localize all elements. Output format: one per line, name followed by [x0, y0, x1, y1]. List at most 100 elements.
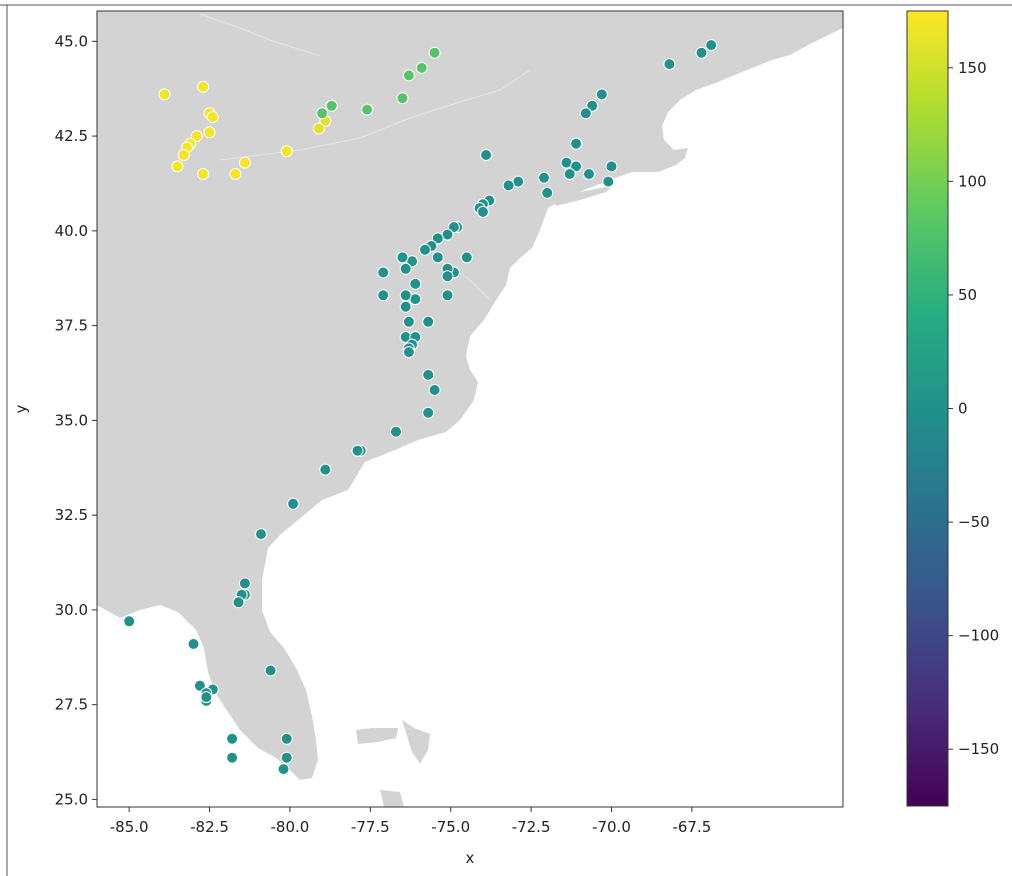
scatter-point-10 — [171, 160, 184, 173]
x-tick-label: -85.0 — [110, 818, 149, 836]
land-mainland — [97, 11, 843, 780]
scatter-point-29 — [579, 107, 592, 120]
scatter-point-80 — [319, 463, 332, 476]
x-tick-label: -77.5 — [351, 818, 390, 836]
scatter-point-18 — [325, 99, 338, 112]
scatter-point-53 — [396, 251, 409, 264]
x-tick-label: -82.5 — [190, 818, 229, 836]
points-layer — [123, 39, 718, 776]
scatter-point-82 — [255, 528, 267, 541]
scatter-point-98 — [280, 751, 293, 764]
colorbar-tick-label: −50 — [958, 513, 990, 531]
x-tick-label: -72.5 — [512, 818, 551, 836]
border-line-1 — [199, 13, 321, 57]
scatter-point-73 — [402, 346, 415, 359]
y-axis: 25.0 27.5 30.0 32.5 35.0 37.5 40.0 42.5 45.0 — [55, 32, 97, 808]
scatter-point-89 — [264, 664, 277, 677]
scatter-point-34 — [583, 168, 595, 180]
scatter-point-33 — [563, 168, 576, 180]
scatter-point-63 — [409, 277, 422, 290]
scatter-point-1 — [158, 88, 171, 101]
scatter-point-17 — [316, 107, 329, 120]
scatter-point-21 — [402, 69, 415, 82]
x-tick-label: -75.0 — [431, 818, 470, 836]
scatter-point-99 — [277, 763, 290, 776]
scatter-point-38 — [541, 186, 554, 199]
scatter-point-79 — [351, 444, 364, 457]
scatter-point-2 — [197, 80, 210, 93]
scatter-point-5 — [203, 126, 216, 139]
x-tick-label: -80.0 — [271, 818, 310, 836]
colorbar-tick-label: −100 — [958, 627, 999, 645]
y-tick-label: 45.0 — [55, 32, 88, 50]
scatter-point-83 — [238, 577, 251, 590]
land-island-2 — [402, 720, 430, 764]
colorbar-ticks: 150 100 50 0 −50 −100 −150 — [948, 59, 999, 758]
scatter-point-62 — [377, 289, 390, 302]
colorbar-tick-label: 100 — [958, 172, 987, 190]
scatter-point-37 — [538, 171, 550, 184]
scatter-point-26 — [705, 39, 718, 52]
y-tick-label: 42.5 — [55, 127, 88, 145]
scatter-point-22 — [415, 61, 428, 74]
scatter-point-68 — [422, 315, 435, 328]
scatter-point-25 — [695, 46, 708, 59]
scatter-point-32 — [570, 160, 583, 173]
scatter-point-59 — [441, 289, 454, 302]
scatter-point-45 — [476, 205, 489, 218]
y-axis-label: y — [12, 404, 30, 413]
scatter-point-65 — [399, 289, 412, 302]
scatter-point-13 — [238, 156, 251, 169]
scatter-point-30 — [570, 137, 583, 150]
scatter-point-54 — [431, 251, 444, 264]
scatter-point-4 — [206, 111, 219, 124]
scatter-point-97 — [280, 732, 293, 745]
scatter-point-66 — [399, 300, 412, 313]
scatter-point-75 — [428, 384, 441, 396]
colorbar: 150 100 50 0 −50 −100 −150 — [906, 10, 999, 807]
y-tick-label: 35.0 — [55, 411, 88, 429]
scatter-point-88 — [187, 638, 200, 650]
y-tick-label: 30.0 — [55, 601, 88, 619]
scatter-point-90 — [193, 679, 206, 692]
colorbar-tick-label: 0 — [958, 400, 968, 418]
scatter-point-19 — [361, 103, 374, 116]
scatter-point-87 — [123, 615, 136, 628]
x-tick-label: -67.5 — [672, 818, 711, 836]
axes-frame — [96, 10, 844, 808]
scatter-point-20 — [396, 92, 409, 105]
y-tick-label: 32.5 — [55, 506, 88, 524]
land-island-1 — [356, 728, 398, 744]
scatter-point-14 — [280, 145, 293, 158]
scatter-point-74 — [422, 368, 435, 381]
scatter-point-55 — [460, 251, 473, 264]
scatter-point-67 — [402, 315, 415, 328]
scatter-point-61 — [377, 266, 390, 279]
scatter-point-35 — [605, 160, 618, 173]
y-tick-label: 37.5 — [55, 317, 88, 335]
scatter-point-27 — [595, 88, 608, 101]
x-tick-label: -70.0 — [592, 818, 631, 836]
x-axis-label: x — [466, 849, 475, 867]
scatter-point-16 — [312, 122, 325, 135]
scatter-point-58 — [441, 270, 454, 283]
scatter-point-76 — [422, 406, 435, 419]
scatter-point-86 — [232, 596, 245, 609]
colorbar-tick-label: 50 — [958, 286, 977, 304]
scatter-point-81 — [287, 497, 300, 510]
scatter-point-9 — [177, 149, 190, 161]
colorbar-tick-label: 150 — [958, 59, 987, 77]
plot-area — [97, 11, 843, 807]
scatter-point-24 — [663, 58, 676, 71]
land-island-3 — [380, 790, 404, 807]
scatter-point-49 — [431, 232, 444, 245]
scatter-point-95 — [226, 732, 239, 745]
scatter-point-40 — [502, 179, 515, 192]
y-tick-label: 25.0 — [55, 790, 88, 808]
y-tick-label: 40.0 — [55, 222, 88, 240]
scatter-point-41 — [480, 149, 493, 161]
colorbar-tick-label: −150 — [958, 740, 999, 758]
scatter-point-94 — [200, 691, 213, 704]
scatter-point-6 — [190, 130, 203, 143]
colorbar-gradient — [907, 11, 948, 806]
